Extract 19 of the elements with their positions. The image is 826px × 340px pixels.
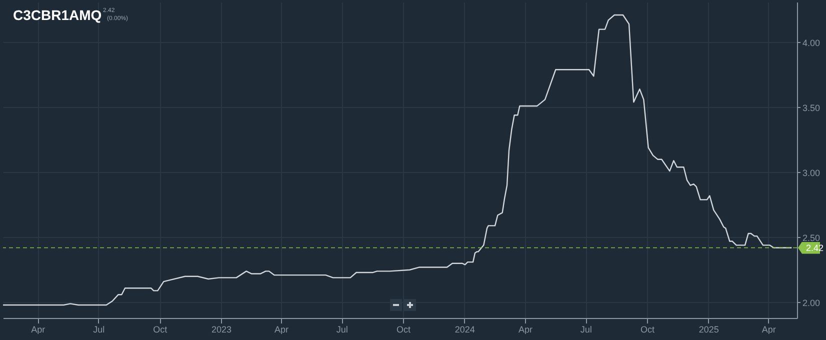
y-tick-label: 4.00 bbox=[802, 38, 820, 48]
x-tick-label: Apr bbox=[518, 324, 533, 334]
x-tick-label: Jul bbox=[580, 324, 592, 334]
x-tick-label: 2025 bbox=[698, 324, 719, 334]
x-tick-label: Apr bbox=[274, 324, 289, 334]
x-tick-label: Apr bbox=[762, 324, 776, 334]
y-tick-label: 2.50 bbox=[802, 232, 820, 243]
y-tick-label: 3.00 bbox=[802, 168, 820, 178]
x-tick-label: 2023 bbox=[211, 324, 232, 334]
x-tick-label: Oct bbox=[396, 324, 411, 334]
y-tick-label: 3.50 bbox=[802, 102, 820, 113]
y-tick-label: 2.00 bbox=[802, 298, 820, 308]
x-tick-label: 2024 bbox=[454, 324, 475, 334]
chart-title: C3CBR1AMQ bbox=[13, 7, 102, 23]
x-tick-label: Oct bbox=[640, 324, 655, 334]
x-tick-label: Jul bbox=[336, 324, 348, 334]
x-tick-label: Jul bbox=[93, 324, 105, 334]
x-tick-label: Apr bbox=[31, 324, 46, 334]
x-tick-label: Oct bbox=[153, 324, 168, 334]
